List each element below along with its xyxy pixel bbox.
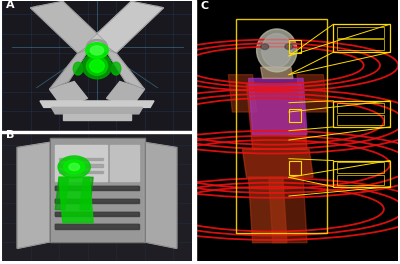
Circle shape bbox=[58, 156, 90, 178]
Polygon shape bbox=[297, 75, 327, 112]
Ellipse shape bbox=[261, 44, 269, 49]
Text: B: B bbox=[6, 130, 14, 140]
Circle shape bbox=[90, 46, 104, 55]
Polygon shape bbox=[228, 75, 257, 112]
Polygon shape bbox=[246, 84, 307, 149]
Circle shape bbox=[64, 160, 85, 174]
Polygon shape bbox=[55, 186, 139, 190]
Polygon shape bbox=[55, 145, 106, 181]
Polygon shape bbox=[50, 82, 88, 107]
Ellipse shape bbox=[285, 44, 293, 49]
Ellipse shape bbox=[111, 62, 121, 75]
Polygon shape bbox=[101, 43, 144, 89]
Polygon shape bbox=[110, 145, 139, 181]
Ellipse shape bbox=[257, 29, 297, 72]
Polygon shape bbox=[17, 142, 50, 248]
Polygon shape bbox=[144, 142, 177, 248]
Polygon shape bbox=[55, 177, 68, 210]
Ellipse shape bbox=[82, 53, 112, 79]
Polygon shape bbox=[55, 211, 139, 216]
Ellipse shape bbox=[86, 57, 108, 75]
Circle shape bbox=[86, 40, 108, 54]
Circle shape bbox=[69, 163, 80, 171]
Polygon shape bbox=[59, 164, 103, 167]
Polygon shape bbox=[55, 224, 139, 229]
Circle shape bbox=[86, 43, 108, 58]
Polygon shape bbox=[50, 43, 93, 89]
Polygon shape bbox=[55, 199, 139, 203]
Polygon shape bbox=[59, 158, 103, 161]
Polygon shape bbox=[51, 107, 142, 114]
Polygon shape bbox=[261, 67, 293, 78]
Polygon shape bbox=[248, 78, 307, 134]
Polygon shape bbox=[242, 149, 313, 177]
Polygon shape bbox=[88, 1, 164, 53]
Polygon shape bbox=[50, 138, 144, 242]
Polygon shape bbox=[106, 82, 144, 107]
Circle shape bbox=[90, 42, 104, 51]
Polygon shape bbox=[40, 101, 154, 107]
Polygon shape bbox=[269, 177, 307, 243]
Polygon shape bbox=[59, 177, 93, 223]
Text: A: A bbox=[6, 0, 14, 10]
Ellipse shape bbox=[262, 34, 292, 67]
Polygon shape bbox=[59, 171, 103, 173]
Polygon shape bbox=[248, 177, 287, 243]
Ellipse shape bbox=[90, 60, 104, 72]
Polygon shape bbox=[63, 114, 131, 120]
Polygon shape bbox=[30, 1, 106, 53]
Polygon shape bbox=[80, 177, 93, 210]
Text: C: C bbox=[200, 1, 208, 11]
Ellipse shape bbox=[73, 62, 83, 75]
